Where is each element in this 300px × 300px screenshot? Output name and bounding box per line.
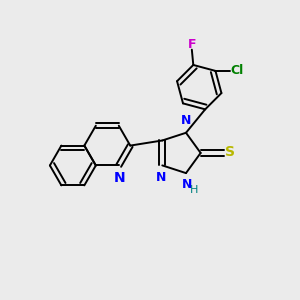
Text: N: N — [156, 171, 166, 184]
Text: N: N — [181, 115, 191, 128]
Text: S: S — [225, 146, 235, 159]
Text: N: N — [182, 178, 193, 191]
Text: H: H — [190, 185, 198, 196]
Text: N: N — [114, 171, 125, 185]
Text: F: F — [188, 38, 197, 51]
Text: Cl: Cl — [230, 64, 243, 77]
